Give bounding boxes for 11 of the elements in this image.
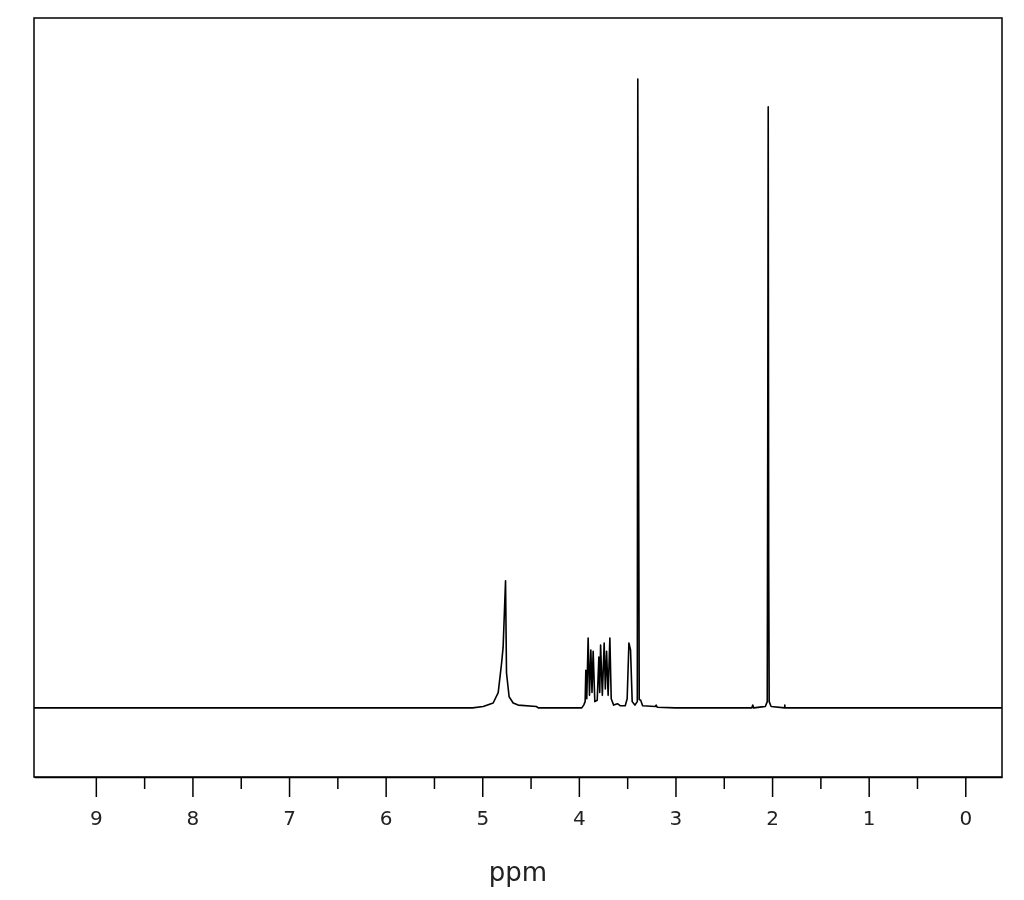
x-tick-label: 2 — [766, 806, 779, 831]
x-tick-label: 0 — [959, 806, 973, 831]
x-tick-label: 8 — [186, 806, 200, 831]
x-tick-label: 3 — [669, 806, 683, 831]
x-tick-label: 4 — [573, 806, 586, 831]
x-axis-title: ppm — [488, 857, 548, 887]
x-tick-label: 6 — [379, 806, 393, 831]
x-tick-label: 1 — [862, 806, 876, 831]
x-tick-label: 9 — [89, 806, 103, 831]
x-tick-label: 5 — [476, 806, 490, 831]
x-tick-label: 7 — [283, 806, 296, 831]
